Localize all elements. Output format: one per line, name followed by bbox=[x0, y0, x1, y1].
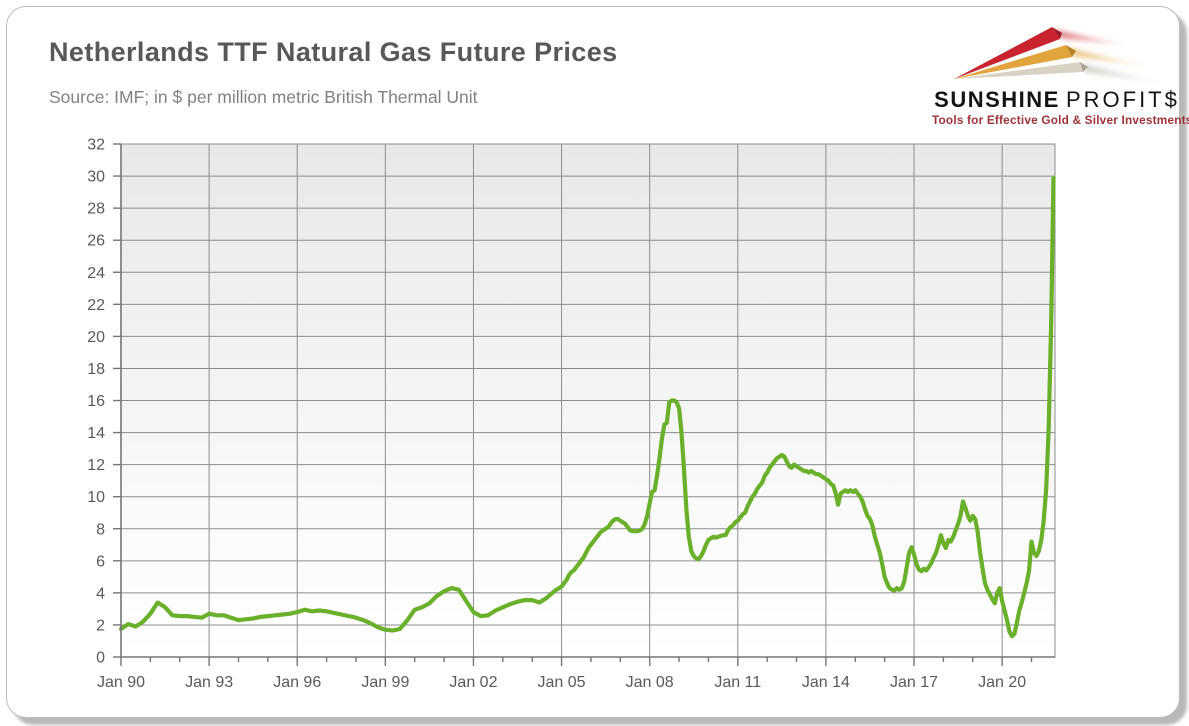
logo-tagline: Tools for Effective Gold & Silver Invest… bbox=[932, 113, 1189, 127]
chart-source-note: Source: IMF; in $ per million metric Bri… bbox=[49, 87, 478, 107]
svg-text:Jan 11: Jan 11 bbox=[714, 674, 761, 691]
x-gridlines bbox=[208, 144, 1003, 657]
svg-text:Jan 90: Jan 90 bbox=[97, 674, 145, 691]
svg-text:12: 12 bbox=[87, 457, 105, 474]
logo-wordmark: SUNSHINE PROFIT$ bbox=[932, 87, 1182, 113]
svg-text:0: 0 bbox=[96, 650, 105, 667]
page-title: Netherlands TTF Natural Gas Future Price… bbox=[49, 37, 618, 67]
sunshine-profits-logo: SUNSHINE PROFIT$ Tools for Effective Gol… bbox=[932, 17, 1189, 129]
svg-text:2: 2 bbox=[96, 617, 105, 634]
svg-text:Jan 20: Jan 20 bbox=[978, 674, 1026, 691]
svg-text:Jan 08: Jan 08 bbox=[626, 674, 674, 691]
svg-text:18: 18 bbox=[87, 361, 105, 378]
svg-text:10: 10 bbox=[87, 489, 105, 506]
svg-text:22: 22 bbox=[87, 297, 105, 314]
svg-text:14: 14 bbox=[87, 425, 105, 442]
price-line bbox=[118, 175, 1056, 639]
svg-text:32: 32 bbox=[87, 137, 105, 154]
svg-text:4: 4 bbox=[96, 585, 105, 602]
axis-ticks bbox=[113, 143, 1033, 666]
svg-text:Jan 93: Jan 93 bbox=[185, 674, 233, 691]
svg-text:6: 6 bbox=[96, 553, 105, 570]
svg-text:8: 8 bbox=[96, 521, 105, 538]
x-axis-labels: Jan 90 Jan 93 Jan 96 Jan 99 Jan 02 Jan 05 Jan … bbox=[97, 674, 1026, 691]
logo-brand-primary: SUNSHINE bbox=[934, 87, 1060, 112]
svg-text:16: 16 bbox=[87, 393, 105, 410]
svg-text:Jan 96: Jan 96 bbox=[273, 674, 321, 691]
svg-text:24: 24 bbox=[87, 265, 105, 282]
logo-spikes-icon bbox=[954, 27, 1162, 83]
svg-text:26: 26 bbox=[87, 233, 105, 250]
svg-text:Jan 02: Jan 02 bbox=[449, 674, 497, 691]
svg-text:Jan 99: Jan 99 bbox=[361, 674, 409, 691]
svg-text:Jan 05: Jan 05 bbox=[538, 674, 586, 691]
svg-text:20: 20 bbox=[87, 329, 105, 346]
svg-text:Jan 17: Jan 17 bbox=[890, 674, 938, 691]
svg-text:30: 30 bbox=[87, 169, 105, 186]
svg-text:28: 28 bbox=[87, 201, 105, 218]
logo-brand-secondary: PROFIT$ bbox=[1065, 87, 1180, 112]
svg-text:Jan 14: Jan 14 bbox=[802, 674, 850, 691]
